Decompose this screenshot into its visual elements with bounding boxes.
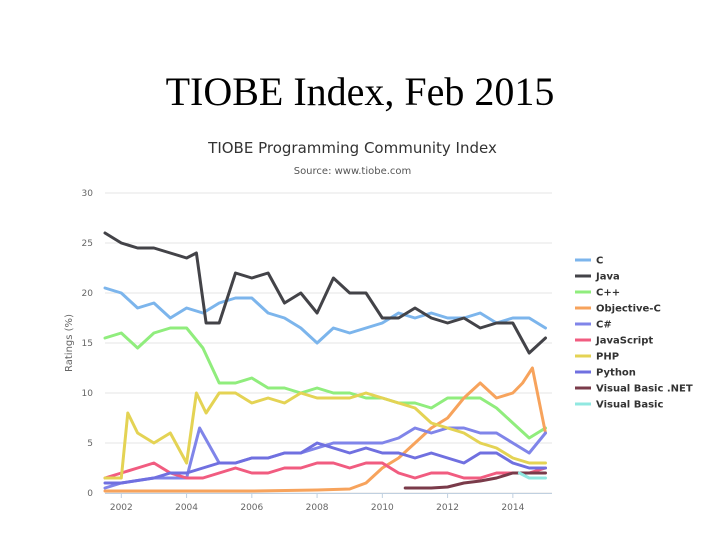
series-line-javascript bbox=[103, 461, 547, 480]
chart-subtitle: Source: www.tiobe.com bbox=[293, 166, 412, 177]
y-tick-label: 0 bbox=[87, 489, 93, 499]
x-tick-label: 2010 bbox=[371, 503, 394, 513]
legend-label: Objective-C bbox=[596, 304, 661, 315]
legend-item-visual-basic[interactable]: Visual Basic bbox=[575, 400, 663, 411]
legend-item-python[interactable]: Python bbox=[575, 368, 636, 379]
legend-item-c[interactable]: C bbox=[575, 256, 603, 267]
y-tick-label: 30 bbox=[82, 189, 94, 199]
series-line-c bbox=[103, 286, 547, 345]
series-line-php bbox=[103, 391, 547, 480]
legend-item-php[interactable]: PHP bbox=[575, 352, 619, 363]
series-line-visual-basic bbox=[517, 471, 547, 480]
legend-label: Python bbox=[596, 368, 636, 379]
legend-label: Java bbox=[595, 272, 620, 283]
legend-label: Visual Basic bbox=[596, 400, 663, 411]
x-tick-label: 2014 bbox=[501, 503, 524, 513]
legend-label: C++ bbox=[596, 288, 620, 299]
y-tick-label: 15 bbox=[82, 339, 93, 349]
legend-item-visual-basic-net[interactable]: Visual Basic .NET bbox=[575, 384, 693, 395]
y-tick-label: 20 bbox=[82, 289, 94, 299]
legend[interactable]: C Java C++ Objective-C C# JavaScript PHP Python… bbox=[575, 256, 693, 411]
legend-item-c[interactable]: C# bbox=[575, 320, 612, 331]
chart-title: TIOBE Programming Community Index bbox=[208, 139, 497, 157]
x-axis-ticks: 2002 2004 2006 2008 2010 2012 2014 bbox=[105, 493, 552, 513]
x-tick-label: 2006 bbox=[240, 503, 263, 513]
legend-label: C# bbox=[596, 320, 612, 331]
series-line-c bbox=[103, 426, 547, 490]
series-line-python bbox=[103, 441, 547, 485]
x-tick-label: 2012 bbox=[436, 503, 459, 513]
legend-item-objective-c[interactable]: Objective-C bbox=[575, 304, 661, 315]
legend-label: C bbox=[596, 256, 603, 267]
legend-label: Visual Basic .NET bbox=[596, 384, 693, 395]
slide-title: TIOBE Index, Feb 2015 bbox=[165, 69, 555, 114]
y-tick-label: 10 bbox=[82, 389, 94, 399]
series-lines bbox=[103, 231, 547, 493]
x-tick-label: 2008 bbox=[306, 503, 329, 513]
legend-label: JavaScript bbox=[595, 336, 653, 347]
y-tick-label: 5 bbox=[87, 439, 93, 449]
legend-item-c[interactable]: C++ bbox=[575, 288, 620, 299]
y-axis-ticks: 0 5 10 15 20 25 30 bbox=[82, 189, 94, 499]
x-tick-label: 2002 bbox=[110, 503, 133, 513]
legend-label: PHP bbox=[596, 352, 619, 363]
y-tick-label: 25 bbox=[82, 239, 93, 249]
legend-item-java[interactable]: Java bbox=[575, 272, 620, 283]
series-line-c bbox=[103, 326, 547, 440]
series-line-objective-c bbox=[103, 366, 547, 493]
legend-item-javascript[interactable]: JavaScript bbox=[575, 336, 653, 347]
x-tick-label: 2004 bbox=[175, 503, 198, 513]
y-axis-label: Ratings (%) bbox=[64, 314, 75, 372]
series-line-java bbox=[103, 231, 547, 355]
